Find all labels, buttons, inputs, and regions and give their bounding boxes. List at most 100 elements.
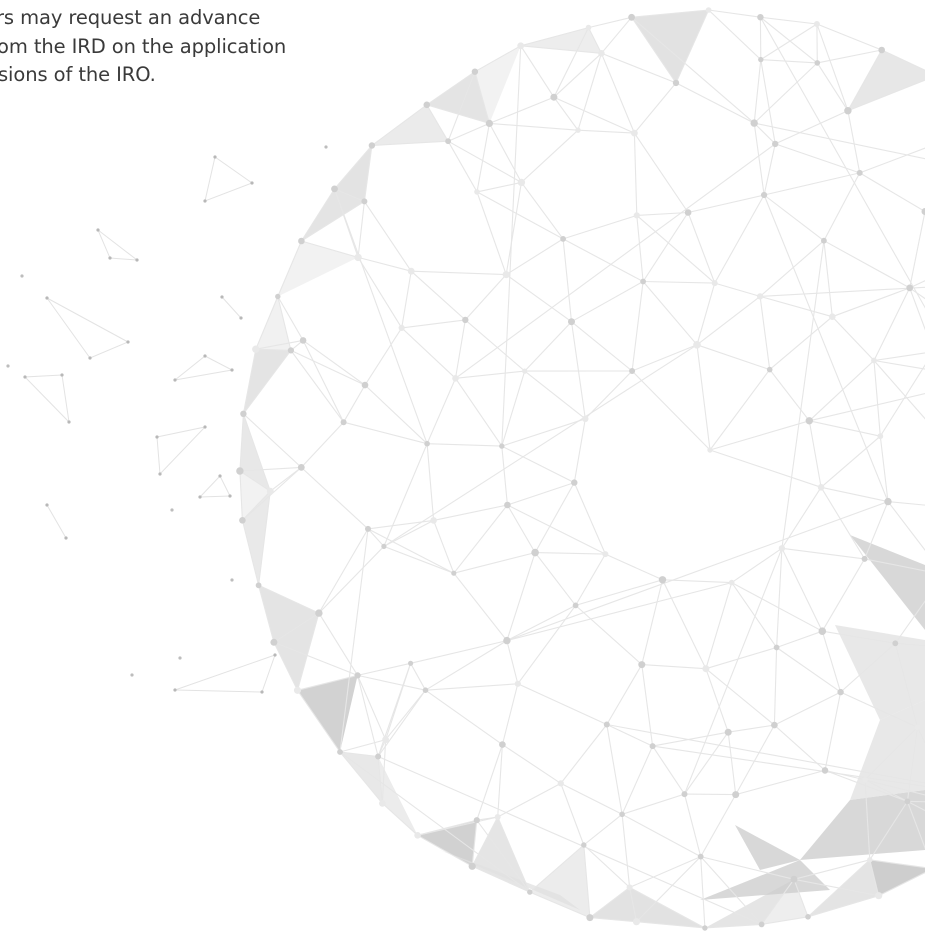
mesh-edge [277, 240, 302, 297]
mesh-node [861, 555, 868, 562]
scatter-dot [64, 536, 68, 540]
mesh-edge [239, 470, 243, 521]
mesh-edge [302, 340, 345, 423]
mesh-node [814, 60, 821, 66]
scatter-dot [108, 256, 112, 260]
mesh-node [361, 381, 369, 389]
mesh-edge [859, 172, 925, 212]
mesh-facet [474, 45, 521, 124]
mesh-edge [606, 724, 653, 747]
mesh-edge [573, 418, 586, 483]
mesh-node [299, 337, 307, 344]
mesh-edge [714, 194, 765, 284]
mesh-edge [683, 548, 783, 795]
mesh-node [557, 780, 564, 787]
mesh-edge [641, 664, 654, 747]
mesh-edge [588, 27, 602, 54]
mesh-facet [800, 790, 925, 860]
mesh-edge [297, 674, 358, 691]
mesh-edge [700, 856, 763, 925]
mesh-node [572, 602, 579, 609]
mesh-edge [847, 110, 861, 174]
mesh-node [771, 721, 778, 729]
mesh-edge [906, 801, 925, 850]
mesh-edge [401, 327, 456, 379]
mesh-edge [793, 879, 809, 917]
mesh-edge [501, 683, 519, 745]
mesh-edge [300, 188, 335, 242]
mesh-edge [377, 755, 762, 925]
mesh-edge [334, 188, 365, 202]
mesh-node [619, 811, 625, 818]
mesh-node [697, 853, 704, 860]
mesh-node [407, 267, 415, 275]
mesh-edge [426, 443, 435, 521]
mesh-node [772, 140, 779, 148]
mesh-facet [631, 9, 709, 83]
scatter-dot [213, 155, 217, 159]
mesh-edge [427, 443, 502, 447]
mesh-edge [426, 71, 476, 106]
mesh-node [504, 501, 511, 509]
mesh-facet [277, 240, 359, 297]
mesh-edge [760, 23, 818, 61]
mesh-edge [675, 82, 755, 124]
mesh-edge [520, 27, 589, 47]
mesh-edge [864, 779, 925, 796]
mesh-edge [696, 344, 770, 371]
mesh-node [502, 271, 510, 279]
mesh-node [871, 357, 877, 364]
mesh-node [575, 127, 581, 133]
mesh-edge [793, 859, 870, 880]
mesh-edge [909, 287, 925, 300]
mesh-edge [683, 793, 702, 857]
mesh-edge [735, 769, 826, 796]
mesh-node [758, 921, 765, 928]
mesh-node [914, 724, 921, 731]
mesh-edge [357, 675, 387, 740]
mesh-edge [433, 504, 508, 521]
mesh-edge [529, 844, 585, 893]
mesh-node [522, 368, 528, 374]
mesh-node [658, 576, 667, 584]
mesh-edge [773, 647, 778, 726]
mesh-edge [621, 814, 631, 888]
mesh-edge [529, 891, 591, 919]
mesh-edge [562, 238, 644, 282]
mesh-facet [735, 825, 800, 870]
mesh-edge [909, 211, 925, 289]
mesh-edge [520, 45, 555, 98]
mesh-edge [377, 689, 426, 757]
mesh-edge [447, 71, 476, 142]
mesh-node [499, 741, 506, 748]
mesh-edge [506, 504, 536, 553]
mesh-edge [631, 16, 755, 124]
mesh-edge [571, 281, 644, 323]
scatter-dot [173, 378, 177, 382]
mesh-edge [553, 52, 602, 98]
mesh-edge [501, 370, 526, 447]
mesh-node [568, 318, 575, 326]
mesh-facet [520, 27, 602, 54]
mesh-edge [761, 878, 795, 925]
mesh-edge [869, 859, 925, 869]
mesh-facet [255, 296, 291, 351]
mesh-node [649, 743, 656, 750]
mesh-node [877, 433, 884, 440]
mesh-edge [816, 23, 849, 111]
mesh-node [473, 817, 480, 824]
mesh-edge [318, 546, 385, 614]
mesh-edge [642, 212, 689, 282]
mesh-edge [417, 816, 498, 836]
mesh-edge [553, 96, 579, 131]
mesh-edge [583, 844, 630, 888]
mesh-edge [447, 140, 522, 183]
mesh-edge [501, 418, 586, 447]
mesh-node [582, 415, 589, 422]
mesh-edge [629, 886, 706, 929]
mesh-edge [774, 110, 849, 145]
mesh-edge [425, 683, 518, 691]
mesh-node [550, 93, 558, 101]
mesh-edge [377, 756, 383, 804]
scatter-dot [170, 508, 174, 512]
